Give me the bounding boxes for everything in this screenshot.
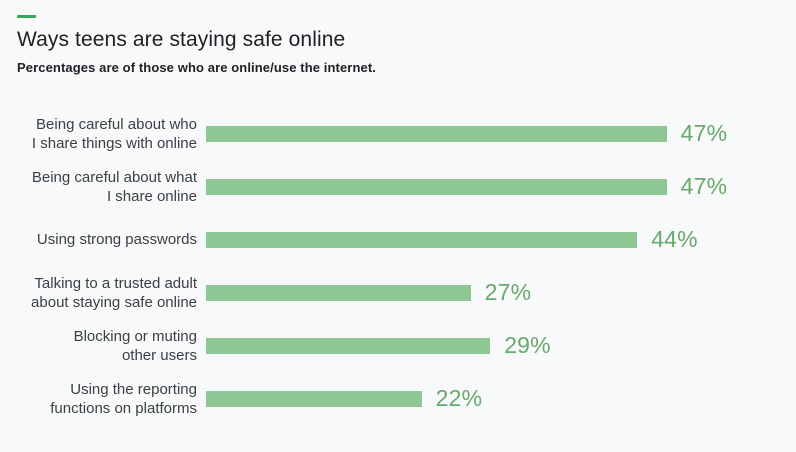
- bar-value-label: 44%: [651, 226, 698, 252]
- bar: [206, 284, 471, 301]
- bar: [206, 125, 667, 142]
- bar-track: 47%: [206, 173, 796, 200]
- bar-chart: Being careful about who I share things w…: [0, 107, 796, 425]
- bar-track: 22%: [206, 385, 796, 412]
- chart-row: Using the reporting functions on platfor…: [0, 372, 796, 425]
- chart-header: Ways teens are staying safe online Perce…: [0, 0, 796, 76]
- chart-row: Blocking or muting other users 29%: [0, 319, 796, 372]
- bar: [206, 231, 638, 248]
- chart-subtitle: Percentages are of those who are online/…: [17, 60, 376, 75]
- chart-row: Being careful about what I share online 4…: [0, 160, 796, 213]
- bar-category-label: Using strong passwords: [36, 231, 197, 248]
- bar: [206, 390, 422, 407]
- bar-value-label: 47%: [680, 120, 728, 146]
- bar-value-label: 47%: [680, 173, 728, 199]
- chart-row: Talking to a trusted adult about staying…: [0, 266, 796, 319]
- bar-track: 47%: [206, 120, 796, 147]
- chart-title: Ways teens are staying safe online: [17, 28, 346, 51]
- bar-track: 29%: [206, 332, 796, 359]
- bar-category-label: Blocking or muting other users: [73, 327, 197, 364]
- chart-row: Using strong passwords 44%: [0, 213, 796, 266]
- bar-value-label: 29%: [504, 332, 551, 358]
- bar: [206, 337, 491, 354]
- bar-category-label: Being careful about what I share online: [31, 168, 197, 205]
- accent-dash: [17, 15, 36, 18]
- bar-category-label: Being careful about who I share things w…: [31, 115, 197, 152]
- bar: [206, 178, 667, 195]
- chart-row: Being careful about who I share things w…: [0, 107, 796, 160]
- bar-track: 44%: [206, 226, 796, 253]
- bar-value-label: 27%: [484, 279, 532, 305]
- bar-value-label: 22%: [435, 385, 483, 411]
- bar-category-label: Using the reporting functions on platfor…: [50, 380, 197, 417]
- bar-track: 27%: [206, 279, 796, 306]
- bar-category-label: Talking to a trusted adult about staying…: [31, 274, 197, 311]
